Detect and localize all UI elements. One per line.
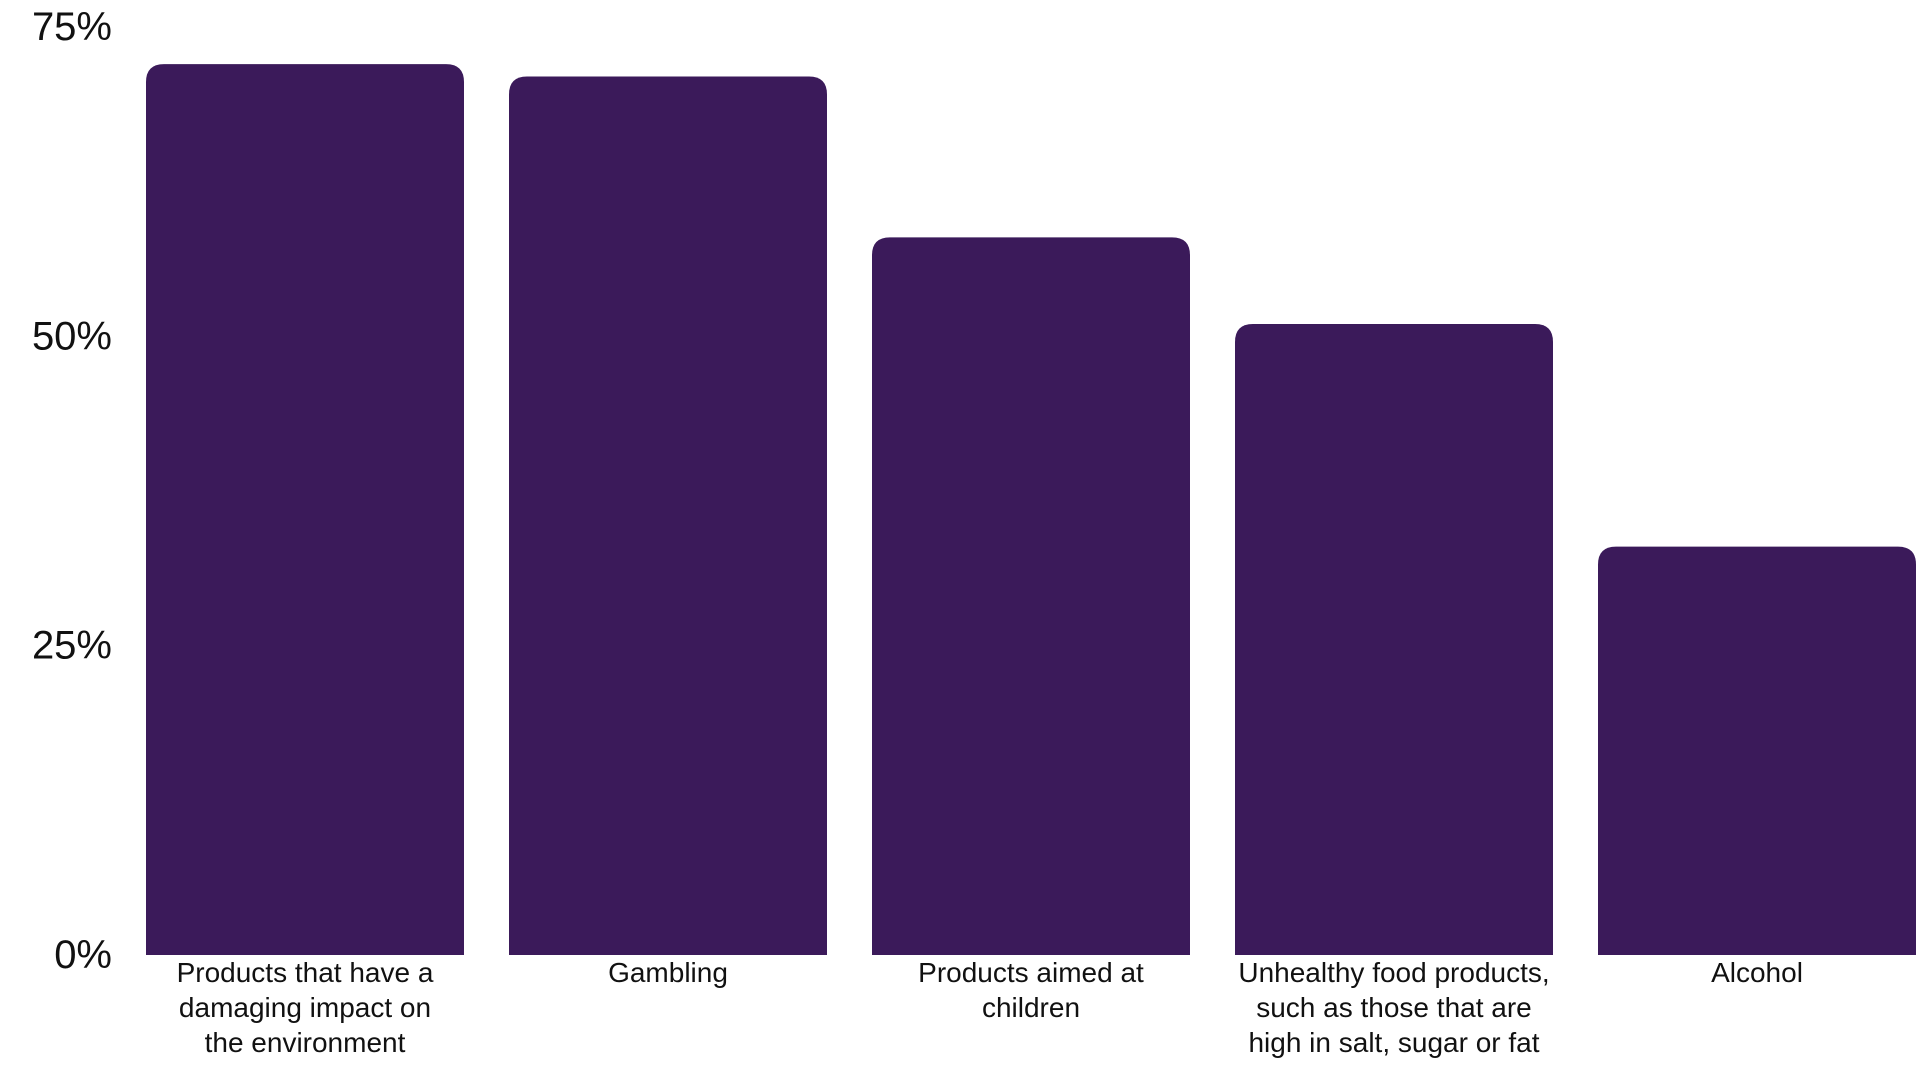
bar bbox=[509, 76, 827, 955]
x-category-label: Unhealthy food products, such as those th… bbox=[1238, 957, 1549, 1058]
x-axis-labels: Products that have a damaging impact on th… bbox=[177, 957, 1803, 1058]
x-category-label-line: children bbox=[982, 992, 1080, 1023]
y-axis: 0% 25% 50% 75% bbox=[32, 5, 112, 977]
x-category-label: Products aimed at children bbox=[918, 957, 1144, 1023]
x-category-label: Alcohol bbox=[1711, 957, 1803, 988]
y-tick-label: 75% bbox=[32, 5, 112, 49]
y-tick-label: 0% bbox=[54, 933, 112, 977]
bars-group bbox=[146, 64, 1916, 956]
x-category-label-line: Products aimed at bbox=[918, 957, 1144, 988]
x-category-label-line: Gambling bbox=[608, 957, 728, 988]
x-category-label-line: the environment bbox=[205, 1027, 406, 1058]
bar bbox=[146, 64, 464, 956]
y-tick-label: 25% bbox=[32, 624, 112, 668]
x-category-label-line: high in salt, sugar or fat bbox=[1248, 1027, 1539, 1058]
bar bbox=[1235, 323, 1553, 956]
x-category-label: Products that have a damaging impact on th… bbox=[177, 957, 434, 1058]
y-tick-label: 50% bbox=[32, 314, 112, 358]
x-category-label-line: damaging impact on bbox=[179, 992, 431, 1023]
x-category-label-line: such as those that are bbox=[1256, 992, 1532, 1023]
bar bbox=[1598, 546, 1916, 955]
bar bbox=[872, 237, 1190, 955]
x-category-label: Gambling bbox=[608, 957, 728, 988]
x-category-label-line: Alcohol bbox=[1711, 957, 1803, 988]
x-category-label-line: Unhealthy food products, bbox=[1238, 957, 1549, 988]
x-category-label-line: Products that have a bbox=[177, 957, 434, 988]
